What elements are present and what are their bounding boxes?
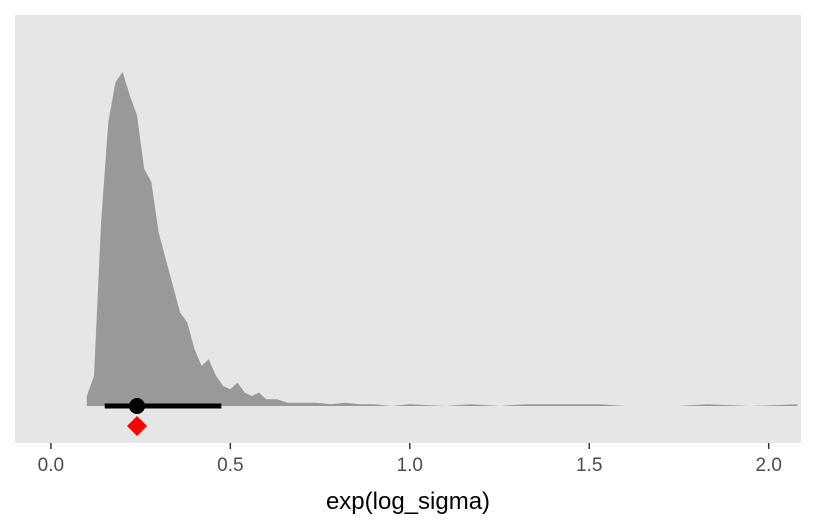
x-axis-title: exp(log_sigma) [326,488,490,515]
x-tick-label: 2.0 [755,455,781,476]
density-layer [86,72,798,406]
interval-layer [104,398,222,436]
x-axis: 0.0 0.5 1.0 1.5 2.0 [38,443,782,476]
x-tick-label: 1.5 [576,455,602,476]
point-estimate [129,398,146,414]
x-tick-label: 0.0 [38,455,64,476]
x-tick-label: 1.0 [397,455,423,476]
density-area [86,72,798,406]
reference-marker [127,416,148,436]
x-tick-label: 0.5 [217,455,243,476]
